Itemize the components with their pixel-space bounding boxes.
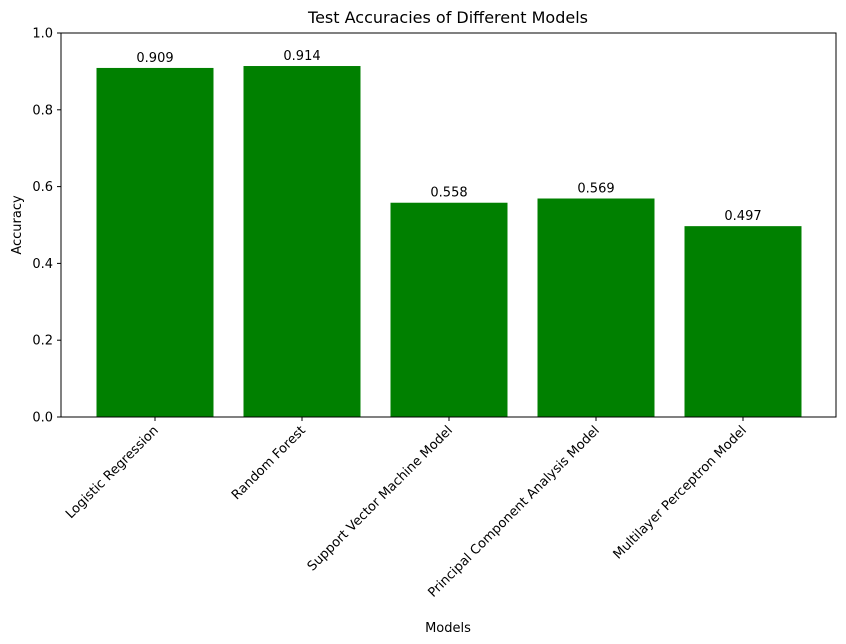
x-tick-label: Random Forest [229,423,309,503]
y-tick-label: 0.2 [32,334,53,349]
data-label: 0.497 [724,209,761,224]
y-tick-label: 0.4 [32,257,53,272]
data-label: 0.914 [283,49,320,64]
y-tick-label: 0.8 [32,103,53,118]
plot-area: 0.909 Logistic Regression 0.914 Random Fore… [32,27,837,601]
x-tick-label: Principal Component Analysis Model [425,423,602,600]
data-label: 0.909 [136,51,173,66]
y-tick-label: 0.0 [32,411,53,426]
bar [390,202,508,417]
bar [537,198,655,417]
bar [243,66,361,418]
axes-frame [60,32,837,418]
bar [684,226,802,417]
x-tick-label: Multilayer Perceptron Model [611,423,750,562]
data-label: 0.558 [430,186,467,201]
x-tick-label: Support Vector Machine Model [305,423,456,574]
bar [96,67,214,417]
x-tick-label: Logistic Regression [63,423,162,522]
data-label: 0.569 [577,182,614,197]
y-tick-label: 0.6 [32,180,53,195]
y-tick-label: 1.0 [32,27,53,42]
chart-title: Test Accuracies of Different Models [307,8,588,27]
x-axis-label: Models [425,621,471,636]
y-axis-label: Accuracy [10,195,25,255]
